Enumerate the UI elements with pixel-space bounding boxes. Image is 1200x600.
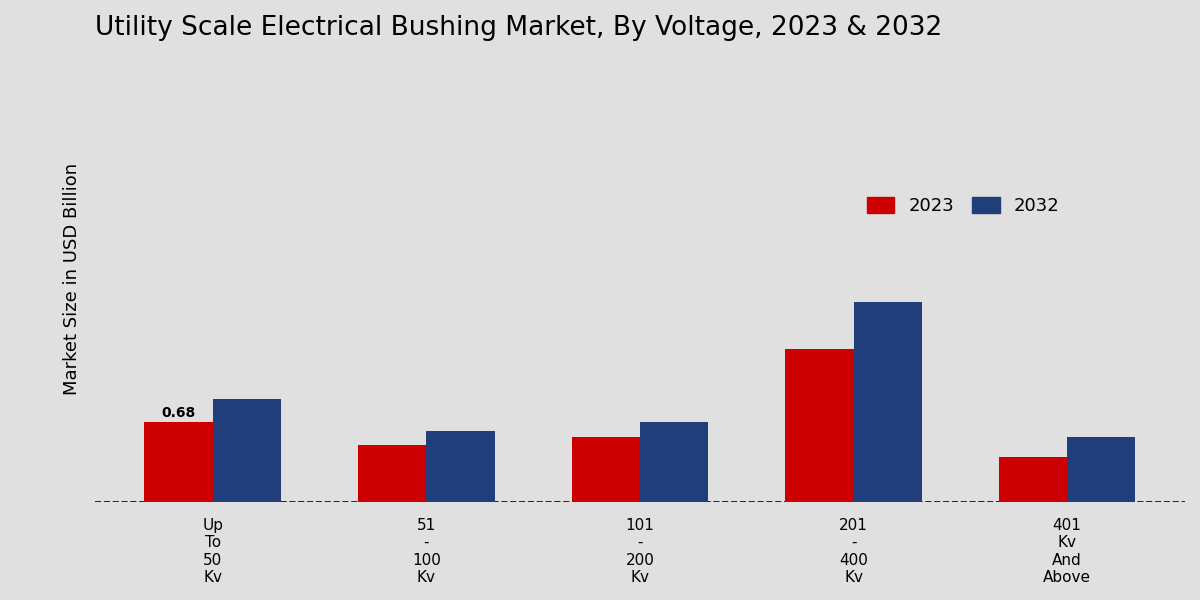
Y-axis label: Market Size in USD Billion: Market Size in USD Billion: [62, 163, 82, 395]
Bar: [1067, 437, 1135, 502]
Bar: [426, 431, 494, 502]
Bar: [785, 349, 853, 502]
Text: 0.68: 0.68: [162, 406, 196, 419]
Bar: [640, 422, 708, 502]
Bar: [853, 302, 922, 502]
Text: Utility Scale Electrical Bushing Market, By Voltage, 2023 & 2032: Utility Scale Electrical Bushing Market,…: [95, 15, 942, 41]
Bar: [212, 398, 281, 502]
Bar: [998, 457, 1067, 502]
Bar: [358, 445, 426, 502]
Legend: 2023, 2032: 2023, 2032: [860, 190, 1067, 223]
Bar: [144, 422, 212, 502]
Bar: [571, 437, 640, 502]
